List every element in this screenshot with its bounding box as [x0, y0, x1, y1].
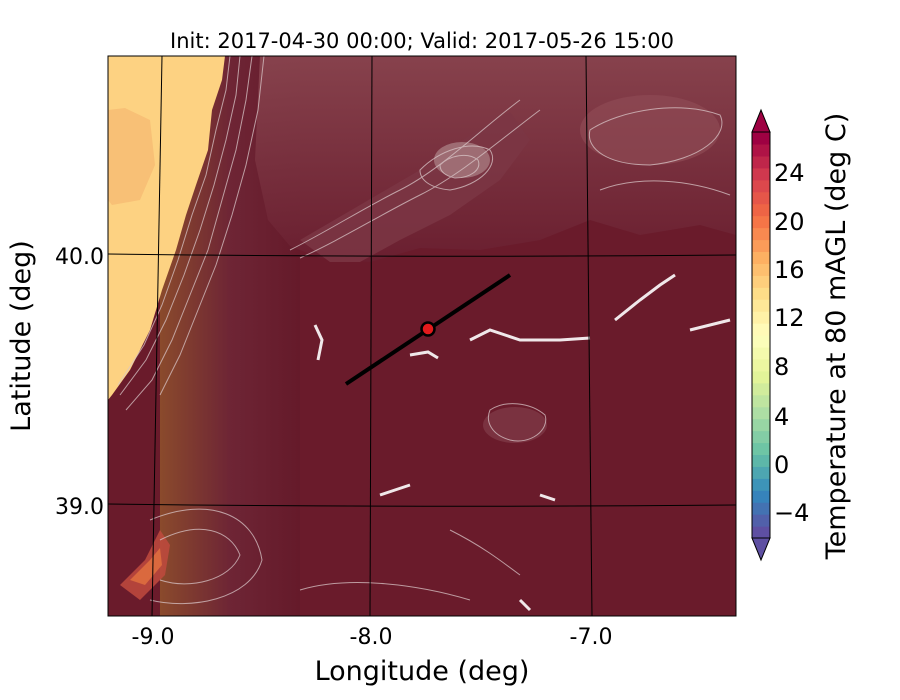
- colorbar-band: [752, 358, 770, 372]
- colorbar-band: [752, 155, 770, 169]
- colorbar-band: [752, 203, 770, 217]
- x-tick-label: -8.0: [350, 625, 393, 650]
- y-axis-label: Latitude (deg): [6, 240, 37, 432]
- colorbar-band: [752, 191, 770, 205]
- colorbar-band: [752, 382, 770, 396]
- colorbar-band: [752, 132, 770, 145]
- colorbar-bands: [752, 132, 770, 539]
- chart-title: Init: 2017-04-30 00:00; Valid: 2017-05-2…: [170, 29, 674, 53]
- colorbar-band: [752, 227, 770, 241]
- colorbar-band: [752, 502, 770, 515]
- colorbar-tick-label: 24: [774, 159, 805, 187]
- graticule: [108, 56, 736, 616]
- colorbar-band: [752, 215, 770, 229]
- colorbar-band: [752, 263, 770, 276]
- ocean-warm-patch: [108, 108, 155, 205]
- parallel-line: [108, 253, 736, 257]
- colorbar-tick-label: 20: [774, 208, 805, 236]
- x-axis: -9.0 -8.0 -7.0 Longitude (deg): [132, 625, 613, 687]
- colorbar-band: [752, 143, 770, 157]
- colorbar-band: [752, 239, 770, 253]
- contour-lines: [117, 56, 731, 605]
- x-tick-label: -9.0: [132, 625, 175, 650]
- colorbar-band: [752, 346, 770, 360]
- colorbar-tick-label: 8: [774, 353, 789, 381]
- colorbar-tick-label: −4: [774, 499, 809, 527]
- colorbar-band: [752, 478, 770, 491]
- y-axis: 40.0 39.0 Latitude (deg): [6, 240, 104, 520]
- colorbar-band: [752, 454, 770, 467]
- x-axis-label: Longitude (deg): [315, 656, 530, 687]
- colorbar-band: [752, 370, 770, 384]
- colorbar-band: [752, 251, 770, 264]
- parallel-line: [108, 503, 736, 507]
- colorbar-band: [752, 526, 770, 539]
- colorbar-tick-label: 0: [774, 451, 789, 479]
- colorbar-label: Temperature at 80 mAGL (deg C): [821, 113, 852, 561]
- meridian-line: [151, 56, 163, 616]
- southwest-hot-spot: [130, 548, 162, 585]
- meridian-line: [369, 56, 373, 616]
- colorbar: −4 0 4 8 12 16 20 24 Temperature at 80 m…: [751, 108, 852, 562]
- colorbar-band: [752, 179, 770, 193]
- colorbar-band: [752, 406, 770, 420]
- colorbar-band: [752, 167, 770, 181]
- meridian-line: [585, 56, 593, 616]
- colorbar-band: [752, 514, 770, 527]
- cold-patches: [313, 273, 731, 612]
- colorbar-band: [752, 323, 770, 336]
- colorbar-band: [752, 466, 770, 479]
- y-tick-label: 39.0: [55, 495, 104, 520]
- eastern-plateau: [580, 95, 720, 165]
- colorbar-band: [752, 311, 770, 324]
- colorbar-frame: [751, 131, 771, 539]
- colorbar-tick-label: 16: [774, 256, 805, 284]
- colorbar-band: [752, 275, 770, 288]
- map-frame: [107, 55, 737, 617]
- colorbar-tick-label: 4: [774, 403, 789, 431]
- colorbar-band: [752, 442, 770, 456]
- y-tick-label: 40.0: [55, 245, 104, 270]
- colorbar-band: [752, 418, 770, 432]
- colorbar-band: [752, 287, 770, 300]
- colorbar-tick-label: 12: [774, 304, 805, 332]
- colorbar-extend-bottom: [751, 537, 771, 562]
- colorbar-ticks: −4 0 4 8 12 16 20 24: [774, 159, 809, 527]
- colorbar-band: [752, 490, 770, 503]
- x-tick-label: -7.0: [570, 625, 613, 650]
- southeast-hill: [483, 407, 547, 443]
- colorbar-band: [752, 299, 770, 312]
- location-marker: [420, 321, 436, 337]
- colorbar-extend-top: [751, 108, 771, 133]
- map-panel: [108, 56, 736, 616]
- colorbar-band: [752, 394, 770, 408]
- colorbar-band: [752, 430, 770, 444]
- colorbar-band: [752, 335, 770, 348]
